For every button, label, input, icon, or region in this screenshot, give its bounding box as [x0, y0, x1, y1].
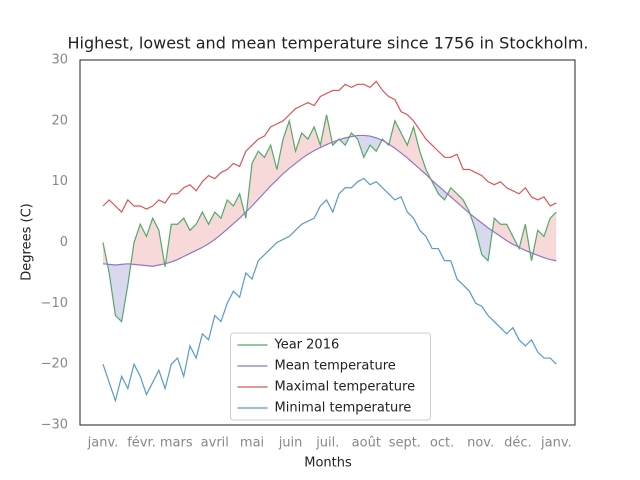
x-tick-label: mars [160, 436, 193, 451]
legend-label: Year 2016 [274, 338, 340, 353]
legend-box [230, 332, 431, 421]
x-tick-label: août [352, 436, 381, 451]
plot-frame [79, 59, 576, 426]
x-tick-label: janv. [87, 436, 119, 451]
y-tick-label: 0 [60, 235, 68, 250]
y-tick-label: 20 [51, 113, 68, 128]
legend-label: Maximal temperature [275, 380, 416, 395]
x-tick-label: déc. [504, 436, 532, 451]
y-tick-label: 10 [51, 174, 68, 189]
fill-above [102, 114, 557, 267]
chart-title: Highest, lowest and mean temperature sin… [67, 34, 588, 53]
series-line [102, 134, 557, 267]
y-tick-label: −30 [41, 418, 68, 433]
x-tick-label: nov. [467, 436, 494, 451]
series-line [102, 114, 557, 323]
x-tick-label: sept. [389, 436, 421, 451]
x-tick-label: févr. [127, 436, 156, 451]
y-axis-label: Degrees (C) [20, 203, 35, 280]
x-tick-label: janv. [540, 436, 572, 451]
legend-label: Minimal temperature [275, 401, 412, 416]
x-tick-label: juil. [315, 436, 339, 451]
x-tick-label: juin [278, 436, 303, 451]
legend-label: Mean temperature [275, 359, 396, 374]
x-axis-label: Months [304, 456, 352, 471]
x-tick-label: oct. [430, 436, 454, 451]
fill-below [102, 135, 557, 322]
y-tick-label: −20 [41, 357, 68, 372]
x-tick-label: avril [201, 436, 229, 451]
y-tick-label: 30 [51, 53, 68, 68]
series-line [102, 80, 557, 214]
y-tick-label: −10 [41, 296, 68, 311]
series-line [102, 177, 557, 403]
x-tick-label: mai [240, 436, 264, 451]
